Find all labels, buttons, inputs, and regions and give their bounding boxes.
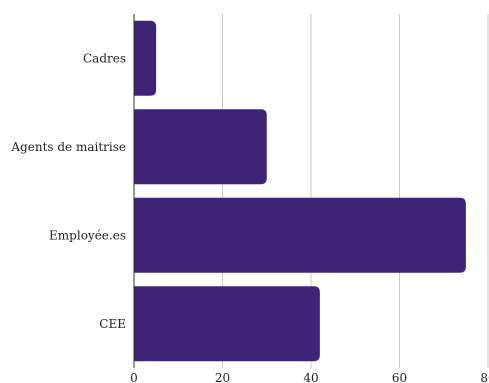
category-label: CEE	[99, 317, 126, 331]
x-tick-label: 20	[215, 371, 230, 383]
bar	[134, 286, 320, 362]
bar	[134, 109, 267, 185]
x-tick-label: 0	[130, 371, 138, 383]
category-labels: Cadres Agents de maitrise Employée.es CEE	[10, 51, 126, 331]
x-tick-label: 40	[303, 371, 318, 383]
category-label: Cadres	[83, 51, 126, 65]
x-tick-label: 80	[480, 371, 489, 383]
x-tick-labels: 0 20 40 60 80	[130, 371, 489, 383]
x-tick-label: 60	[392, 371, 407, 383]
bars	[134, 20, 466, 362]
category-label: Employée.es	[49, 228, 126, 242]
bar	[134, 20, 157, 96]
category-label: Agents de maitrise	[10, 140, 126, 154]
bar	[134, 197, 466, 273]
